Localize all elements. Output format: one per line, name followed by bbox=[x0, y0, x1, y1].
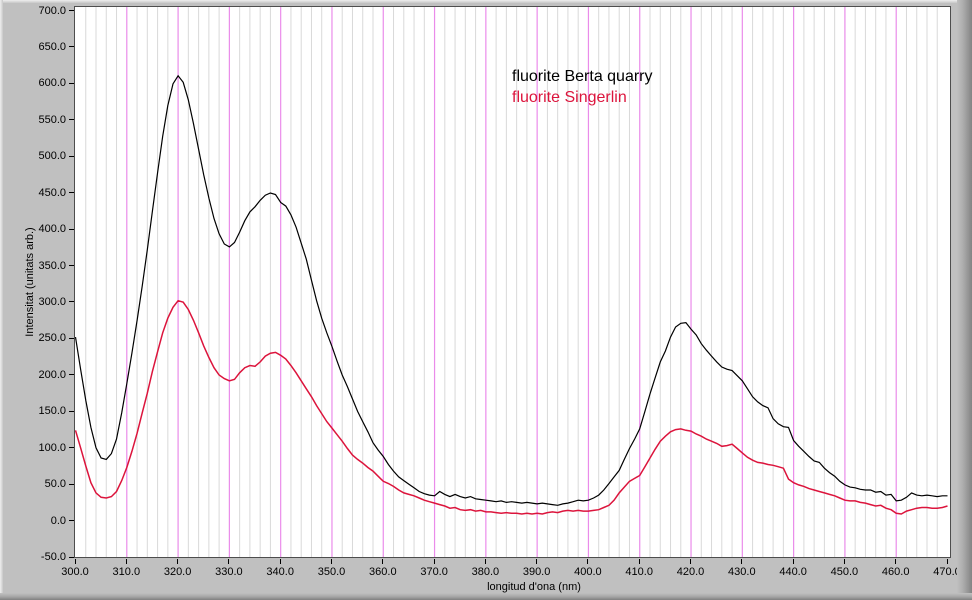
y-tick-mark bbox=[69, 46, 74, 48]
y-tick-mark bbox=[69, 556, 74, 558]
y-tick-mark bbox=[69, 10, 74, 11]
plot-area: fluorite Berta quarry fluorite Singerlin bbox=[74, 6, 951, 558]
y-tick-label: 400.0 bbox=[38, 223, 66, 236]
legend-item-berta-quarry: fluorite Berta quarry bbox=[512, 68, 653, 85]
x-tick-label: 340.0 bbox=[266, 566, 294, 578]
x-tick-label: 400.0 bbox=[574, 566, 602, 578]
x-tick-label: 320.0 bbox=[163, 566, 192, 578]
y-tick-label: 100.0 bbox=[38, 441, 66, 454]
x-tick-mark bbox=[536, 559, 538, 564]
legend-item-singerlin: fluorite Singerlin bbox=[512, 89, 627, 106]
window-bevel-left bbox=[0, 0, 3, 600]
x-tick-label: 350.0 bbox=[317, 566, 346, 578]
x-tick-label: 360.0 bbox=[369, 566, 397, 578]
y-tick-label: 650.0 bbox=[38, 40, 66, 53]
x-tick-mark bbox=[638, 559, 640, 564]
x-tick-label: 450.0 bbox=[830, 566, 859, 578]
y-tick-label: 350.0 bbox=[38, 259, 66, 272]
y-tick-label: 300.0 bbox=[38, 295, 66, 308]
y-tick-label: 700.0 bbox=[38, 4, 66, 17]
x-tick-mark bbox=[228, 559, 230, 564]
y-tick-mark bbox=[69, 520, 74, 521]
y-tick-mark bbox=[69, 82, 74, 84]
series-line-singerlin bbox=[75, 299, 948, 515]
x-axis-title: longitud d'ona (nm) bbox=[487, 581, 581, 593]
y-tick-mark bbox=[69, 337, 74, 339]
y-tick-mark bbox=[69, 192, 74, 194]
window-bevel-right bbox=[957, 0, 972, 600]
y-tick-label: 0.0 bbox=[50, 514, 66, 527]
x-tick-mark bbox=[433, 559, 435, 564]
x-tick-label: 300.0 bbox=[61, 566, 89, 578]
y-tick-label: 150.0 bbox=[38, 405, 66, 418]
y-tick-mark bbox=[69, 265, 74, 266]
y-tick-label: 550.0 bbox=[38, 113, 66, 126]
x-tick-mark bbox=[946, 559, 948, 564]
x-tick-label: 370.0 bbox=[420, 566, 448, 578]
x-tick-mark bbox=[792, 559, 794, 564]
x-tick-mark bbox=[74, 559, 76, 564]
legend: fluorite Berta quarry fluorite Singerlin bbox=[512, 66, 653, 108]
window-bevel-bottom bbox=[0, 593, 972, 600]
x-tick-label: 430.0 bbox=[728, 566, 756, 578]
y-tick-mark bbox=[69, 447, 74, 449]
x-tick-mark bbox=[690, 559, 691, 564]
x-tick-mark bbox=[279, 559, 281, 564]
x-tick-mark bbox=[741, 559, 743, 564]
y-tick-mark bbox=[69, 483, 74, 485]
x-tick-label: 310.0 bbox=[112, 566, 141, 578]
x-tick-label: 440.0 bbox=[779, 566, 807, 578]
y-tick-mark bbox=[69, 155, 74, 157]
x-tick-label: 380.0 bbox=[471, 566, 500, 578]
y-tick-label: 250.0 bbox=[38, 332, 66, 345]
x-tick-label: 470.0 bbox=[933, 566, 961, 578]
x-tick-mark bbox=[587, 559, 589, 564]
y-tick-label: 500.0 bbox=[38, 150, 66, 163]
x-tick-label: 410.0 bbox=[625, 566, 653, 578]
window-bevel-top bbox=[0, 0, 972, 3]
y-axis-title: Intensitat (unitats arb.) bbox=[24, 227, 36, 337]
y-tick-label: 600.0 bbox=[38, 77, 66, 90]
x-tick-label: 330.0 bbox=[215, 566, 243, 578]
y-tick-label: 450.0 bbox=[38, 186, 66, 199]
x-tick-mark bbox=[484, 559, 486, 564]
spectra-plot bbox=[75, 7, 948, 557]
y-tick-label: 200.0 bbox=[38, 368, 66, 381]
series-line-berta-quarry bbox=[75, 74, 948, 506]
x-tick-label: 390.0 bbox=[522, 566, 551, 578]
y-tick-label: 50.0 bbox=[44, 478, 66, 491]
x-tick-mark bbox=[125, 559, 127, 564]
y-tick-mark bbox=[69, 228, 74, 230]
x-tick-label: 460.0 bbox=[881, 566, 910, 578]
x-tick-mark bbox=[177, 559, 179, 564]
y-tick-mark bbox=[69, 374, 74, 376]
x-tick-mark bbox=[331, 559, 332, 564]
y-tick-mark bbox=[69, 119, 74, 121]
x-tick-mark bbox=[895, 559, 897, 564]
y-tick-mark bbox=[69, 410, 74, 412]
y-tick-mark bbox=[69, 301, 74, 303]
x-tick-mark bbox=[382, 559, 384, 564]
y-tick-label: -50.0 bbox=[40, 551, 66, 563]
x-tick-label: 420.0 bbox=[676, 566, 705, 578]
x-tick-mark bbox=[843, 559, 845, 564]
